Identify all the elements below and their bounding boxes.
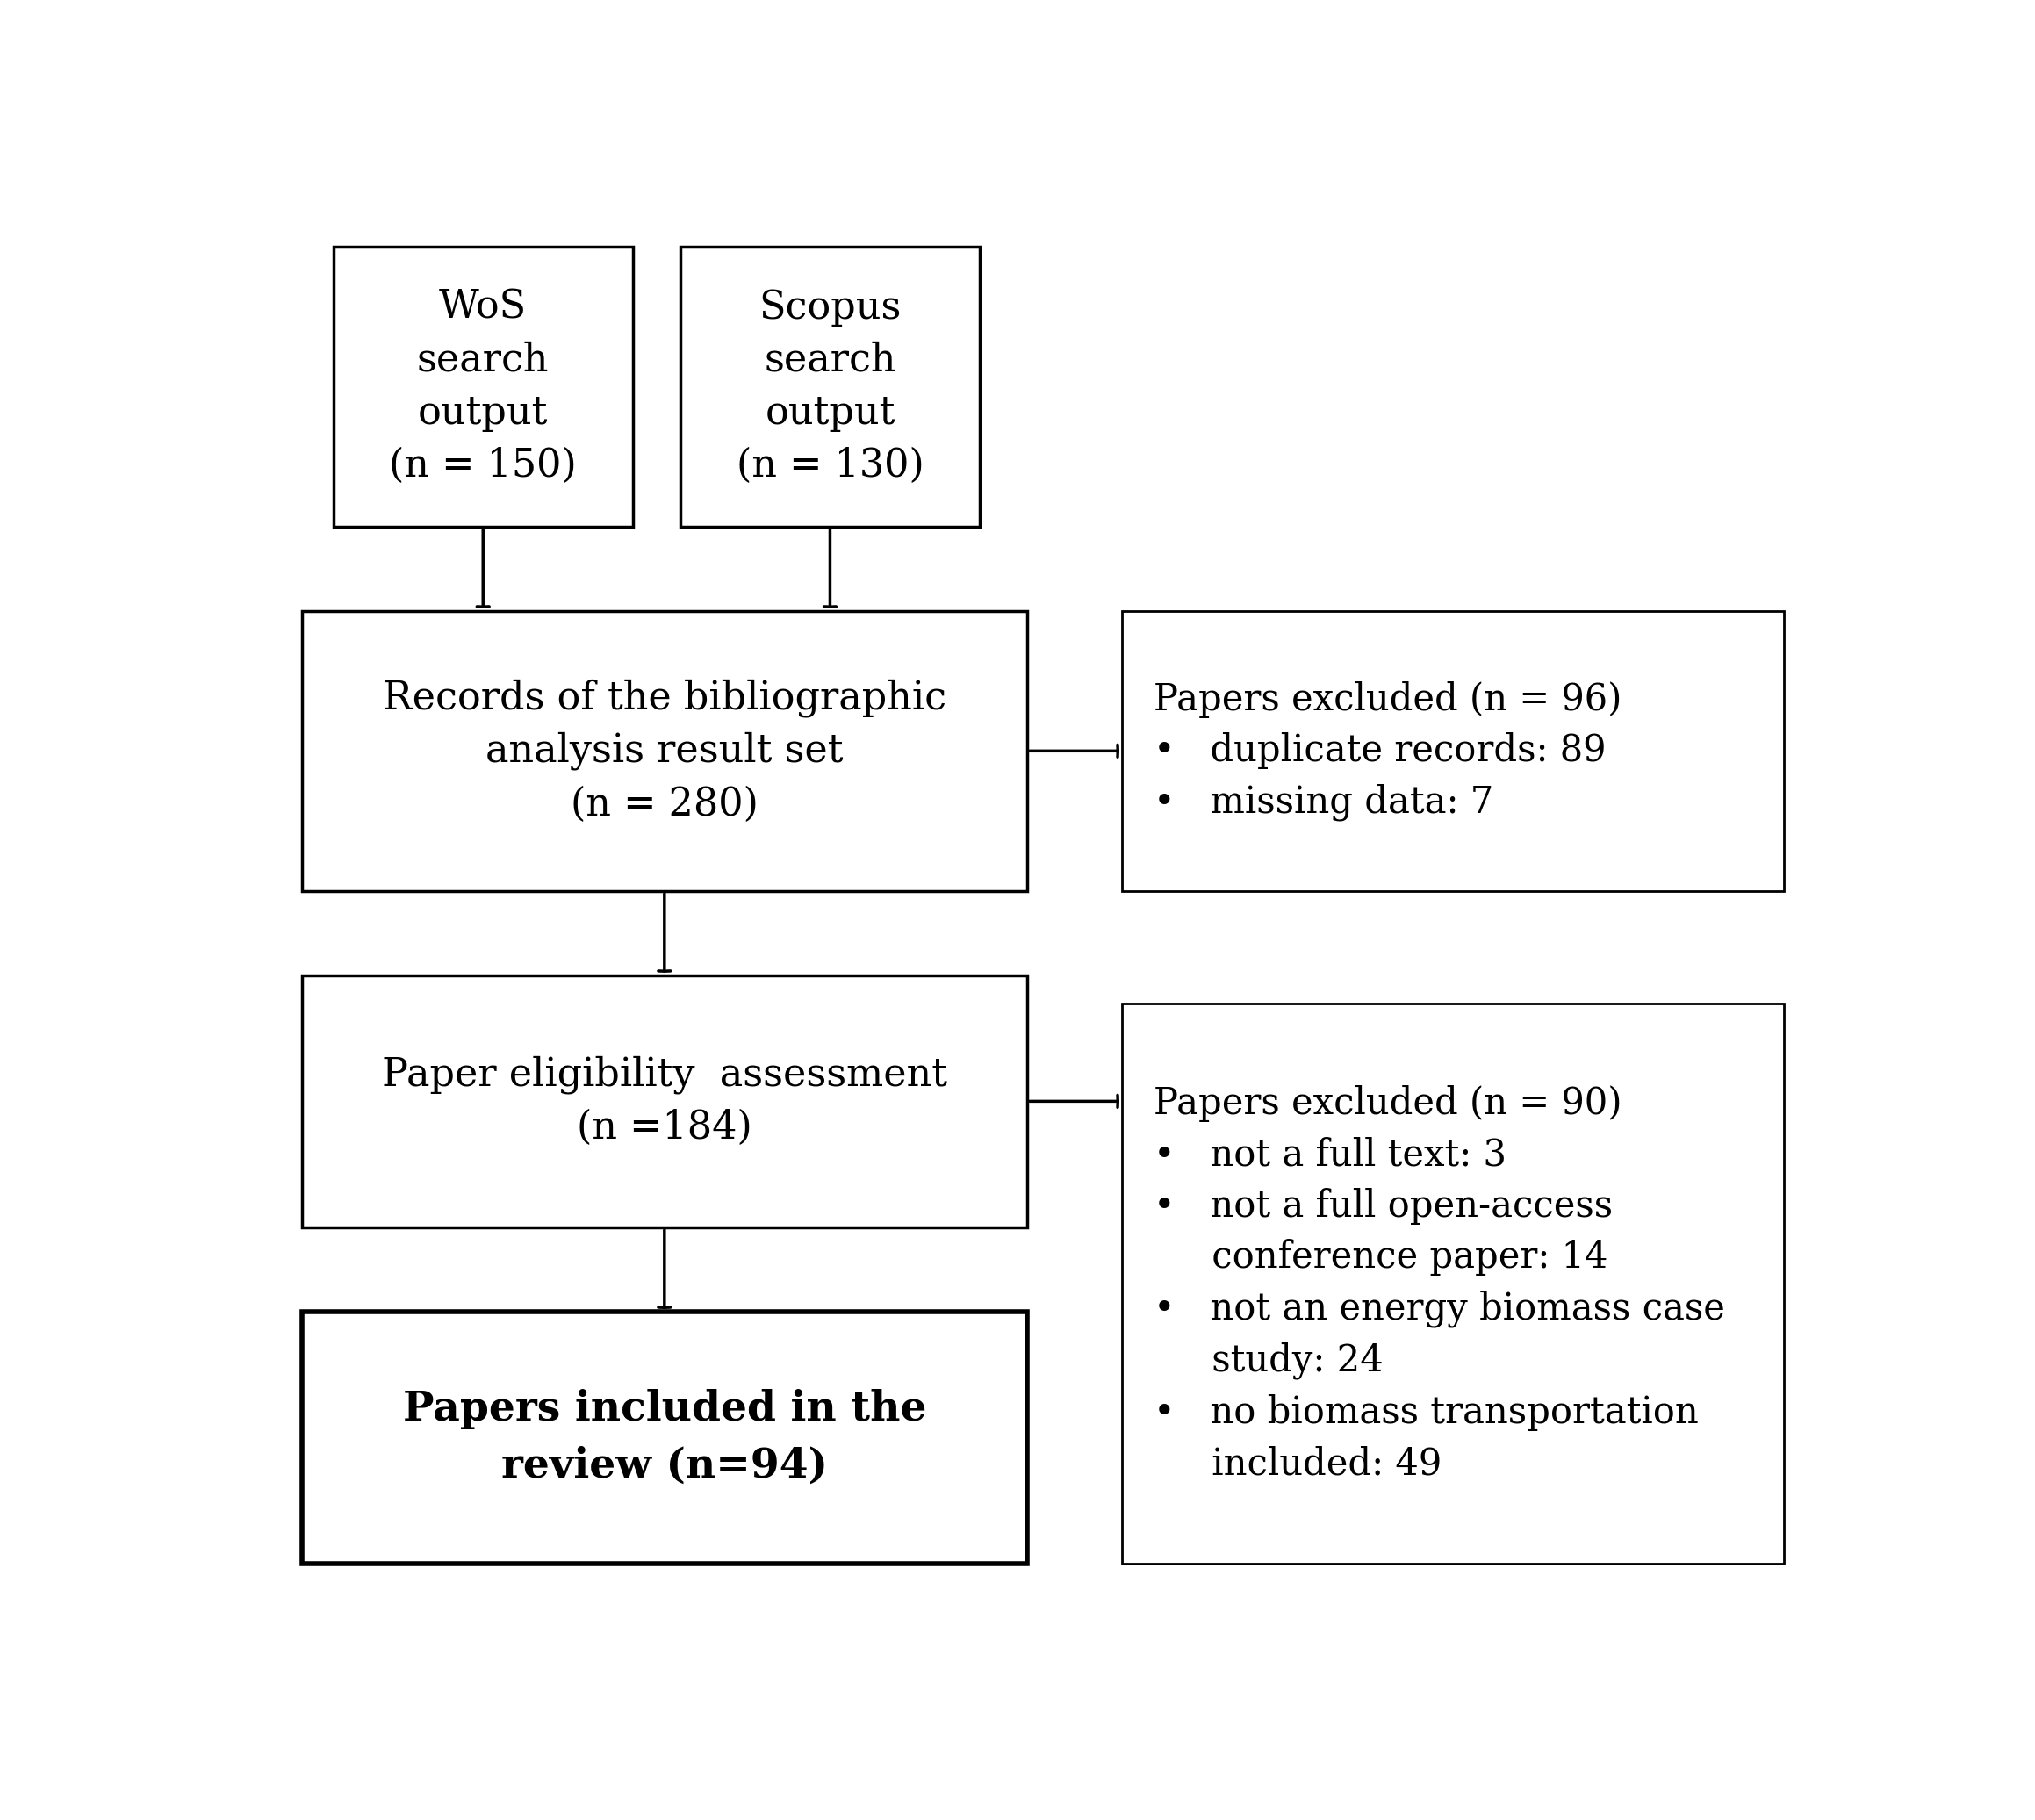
FancyBboxPatch shape [680, 246, 981, 526]
FancyBboxPatch shape [1121, 1003, 1785, 1563]
FancyBboxPatch shape [1121, 612, 1785, 892]
Text: Scopus
search
output
(n = 130): Scopus search output (n = 130) [737, 288, 924, 484]
FancyBboxPatch shape [301, 976, 1028, 1227]
Text: Papers included in the
review (n=94): Papers included in the review (n=94) [403, 1389, 926, 1485]
FancyBboxPatch shape [301, 1312, 1028, 1563]
Text: Paper eligibility  assessment
(n =184): Paper eligibility assessment (n =184) [383, 1056, 946, 1147]
FancyBboxPatch shape [301, 612, 1028, 892]
FancyBboxPatch shape [334, 246, 633, 526]
Text: WoS
search
output
(n = 150): WoS search output (n = 150) [389, 288, 576, 484]
Text: Papers excluded (n = 90)
•   not a full text: 3
•   not a full open-access
     : Papers excluded (n = 90) • not a full te… [1154, 1085, 1726, 1481]
Text: Records of the bibliographic
analysis result set
(n = 280): Records of the bibliographic analysis re… [383, 679, 946, 823]
Text: Papers excluded (n = 96)
•   duplicate records: 89
•   missing data: 7: Papers excluded (n = 96) • duplicate rec… [1154, 681, 1622, 821]
